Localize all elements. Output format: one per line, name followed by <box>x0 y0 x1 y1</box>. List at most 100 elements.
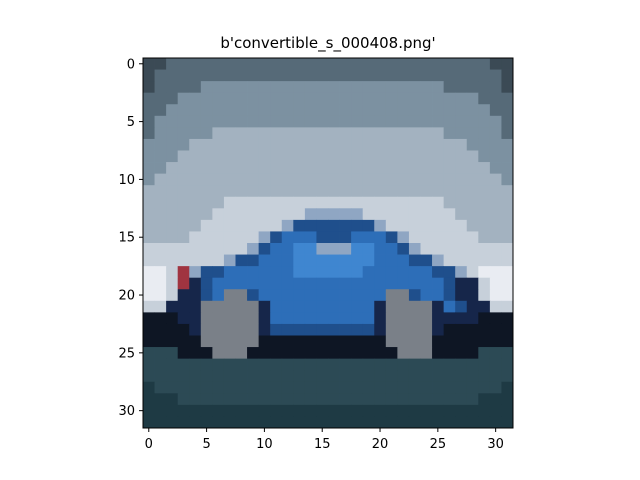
image-pixel <box>466 81 479 94</box>
image-pixel <box>258 185 271 198</box>
image-pixel <box>374 127 387 140</box>
image-pixel <box>154 185 167 198</box>
image-pixel <box>443 104 456 117</box>
image-pixel <box>466 162 479 175</box>
image-pixel <box>223 231 236 244</box>
image-pixel <box>328 196 340 209</box>
image-pixel <box>489 115 502 128</box>
image-pixel <box>316 381 329 394</box>
image-pixel <box>328 92 340 105</box>
image-pixel <box>397 92 410 105</box>
image-pixel <box>316 404 329 417</box>
image-pixel <box>281 358 294 371</box>
image-pixel <box>143 150 155 163</box>
image-pixel <box>177 150 190 163</box>
image-pixel <box>316 92 329 105</box>
image-pixel <box>432 312 445 325</box>
image-pixel <box>258 115 271 128</box>
image-pixel <box>189 150 202 163</box>
image-pixel <box>443 162 456 175</box>
image-pixel <box>166 185 179 198</box>
image-pixel <box>443 277 456 290</box>
image-pixel <box>328 300 340 313</box>
image-pixel <box>316 289 329 302</box>
image-pixel <box>258 416 271 429</box>
image-pixel <box>258 58 271 70</box>
image-pixel <box>189 323 202 336</box>
image-pixel <box>374 185 387 198</box>
image-pixel <box>501 92 514 105</box>
image-pixel <box>316 358 329 371</box>
image-pixel <box>154 150 167 163</box>
image-pixel <box>408 289 421 302</box>
image-pixel <box>223 127 236 140</box>
image-pixel <box>316 104 329 117</box>
image-pixel <box>466 289 479 302</box>
image-pixel <box>397 58 410 70</box>
image-pixel <box>200 92 213 105</box>
image-pixel <box>258 266 271 279</box>
image-pixel <box>432 162 445 175</box>
image-pixel <box>166 58 179 70</box>
image-pixel <box>408 312 421 325</box>
image-pixel <box>351 150 364 163</box>
image-pixel <box>166 173 179 186</box>
image-pixel <box>293 69 306 82</box>
image-pixel <box>478 404 491 417</box>
image-pixel <box>501 358 514 371</box>
image-pixel <box>478 243 491 255</box>
image-pixel <box>489 81 502 94</box>
image-pixel <box>489 92 502 105</box>
image-pixel <box>362 323 375 336</box>
image-pixel <box>270 370 283 383</box>
image-pixel <box>166 358 179 371</box>
image-pixel <box>247 358 260 371</box>
image-pixel <box>489 289 502 302</box>
image-pixel <box>478 266 491 279</box>
image-pixel <box>247 162 260 175</box>
image-pixel <box>304 254 317 267</box>
image-pixel <box>281 138 294 151</box>
image-pixel <box>143 81 155 94</box>
image-pixel <box>385 58 398 70</box>
image-pixel <box>212 196 225 209</box>
image-pixel <box>258 300 271 313</box>
image-pixel <box>281 127 294 140</box>
image-pixel <box>408 185 421 198</box>
image-pixel <box>455 254 468 267</box>
image-pixel <box>258 243 271 255</box>
image-pixel <box>397 104 410 117</box>
image-pixel <box>177 92 190 105</box>
image-pixel <box>455 347 468 360</box>
image-pixel <box>304 277 317 290</box>
image-pixel <box>397 404 410 417</box>
image-pixel <box>408 416 421 429</box>
image-pixel <box>235 416 248 429</box>
image-pixel <box>281 92 294 105</box>
image-pixel <box>189 92 202 105</box>
image-pixel <box>212 219 225 232</box>
image-pixel <box>316 335 329 348</box>
image-pixel <box>247 127 260 140</box>
image-pixel <box>293 300 306 313</box>
image-pixel <box>420 254 433 267</box>
image-pixel <box>143 219 155 232</box>
image-pixel <box>189 416 202 429</box>
image-pixel <box>328 127 340 140</box>
image-pixel <box>200 358 213 371</box>
image-pixel <box>316 416 329 429</box>
image-pixel <box>374 358 387 371</box>
image-pixel <box>374 58 387 70</box>
image-pixel <box>281 393 294 406</box>
image-pixel <box>443 300 456 313</box>
image-pixel <box>455 104 468 117</box>
image-pixel <box>478 81 491 94</box>
image-pixel <box>270 312 283 325</box>
image-pixel <box>385 243 398 255</box>
image-pixel <box>212 335 225 348</box>
image-pixel <box>432 150 445 163</box>
image-pixel <box>223 150 236 163</box>
image-pixel <box>432 370 445 383</box>
image-pixel <box>432 219 445 232</box>
image-pixel <box>189 104 202 117</box>
